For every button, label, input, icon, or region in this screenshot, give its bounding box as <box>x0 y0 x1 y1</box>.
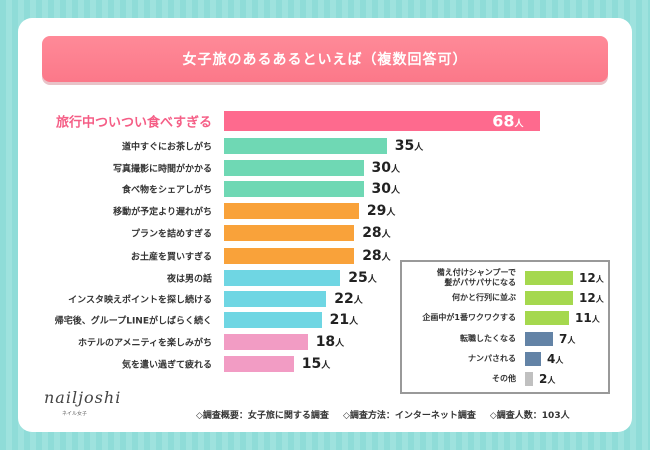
bar <box>224 356 294 372</box>
bar <box>224 225 355 241</box>
bar <box>224 291 327 307</box>
inset-category-label: 何かと行列に並ぶ <box>452 293 516 302</box>
category-label: インスタ映えポイントを探し続ける <box>68 295 212 306</box>
value-label: 18人 <box>315 334 345 350</box>
value-label: 25人 <box>348 270 377 286</box>
bar <box>224 312 322 328</box>
value-label: 28人 <box>362 225 391 241</box>
inset-value-label: 12人 <box>579 291 604 305</box>
inset-bar <box>525 352 541 366</box>
bar <box>224 203 359 219</box>
chart-title: 女子旅のあるあるといえば（複数回答可） <box>42 36 608 82</box>
value-label: 30人 <box>371 160 401 176</box>
value-label: 28人 <box>362 248 391 264</box>
inset-bar <box>525 271 573 285</box>
value-label: 29人 <box>366 203 396 219</box>
footer: ◇調査概要：女子旅に関する調査 ◇調査方法：インターネット調査 ◇調査人数：10… <box>196 408 570 421</box>
category-label: 道中すぐにお茶しがち <box>121 142 212 153</box>
inset-bar <box>525 311 569 325</box>
bar <box>224 270 341 286</box>
inset-category-label: 転職したくなる <box>460 334 516 343</box>
inset-category-label: 備え付けシャンプーで 髪がパサパサになる <box>436 268 516 287</box>
category-label: お土産を買いすぎる <box>130 252 212 263</box>
category-label: 気を遣い過ぎて疲れる <box>121 360 212 371</box>
inset-bar <box>525 372 533 386</box>
logo: nailjoshi <box>44 388 122 407</box>
inset-category-label: 企画中が1番ワクワクする <box>422 313 516 322</box>
bar <box>224 248 355 264</box>
category-label: ホテルのアメニティを楽しみがち <box>77 338 212 349</box>
inset-bar <box>525 332 553 346</box>
footer-method: ◇調査方法：インターネット調査 <box>342 411 476 421</box>
category-label: 夜は男の話 <box>166 274 212 285</box>
inset-value-label: 11人 <box>575 311 600 325</box>
value-label: 68人 <box>492 111 524 131</box>
inset-value-label: 12人 <box>579 271 604 285</box>
bar <box>224 138 387 154</box>
bar <box>224 181 364 197</box>
inset-value-label: 4人 <box>547 352 564 366</box>
inset-value-label: 2人 <box>539 372 556 386</box>
inset-value-label: 7人 <box>559 332 576 346</box>
value-label: 21人 <box>329 312 359 328</box>
inset-category-label: ナンパされる <box>468 354 516 363</box>
category-label: 移動が予定より遅れがち <box>113 207 212 218</box>
bar <box>224 334 308 350</box>
value-label: 22人 <box>334 291 363 307</box>
inset-category-label: その他 <box>492 374 516 383</box>
value-label: 30人 <box>371 181 401 197</box>
category-label: 旅行中ついつい食べすぎる <box>55 115 212 131</box>
inset-bar <box>525 291 573 305</box>
footer-summary: ◇調査概要：女子旅に関する調査 <box>196 411 329 421</box>
logo-sub: ネイル女子 <box>62 411 88 417</box>
inset-chart: 備え付けシャンプーで 髪がパサパサになる 12人 何かと行列に並ぶ 12人 企画中が1番ワ… <box>400 260 610 394</box>
bar <box>224 111 541 131</box>
category-label: 写真撮影に時間がかかる <box>112 164 212 175</box>
category-label: プランを詰めすぎる <box>130 229 212 240</box>
value-label: 15人 <box>301 356 331 372</box>
footer-count: ◇調査人数：103人 <box>489 411 570 421</box>
category-label: 帰宅後、グループLINEがしばらく続く <box>54 316 212 327</box>
bar <box>224 160 364 176</box>
value-label: 35人 <box>394 138 424 154</box>
category-label: 食べ物をシェアしがち <box>121 185 212 196</box>
